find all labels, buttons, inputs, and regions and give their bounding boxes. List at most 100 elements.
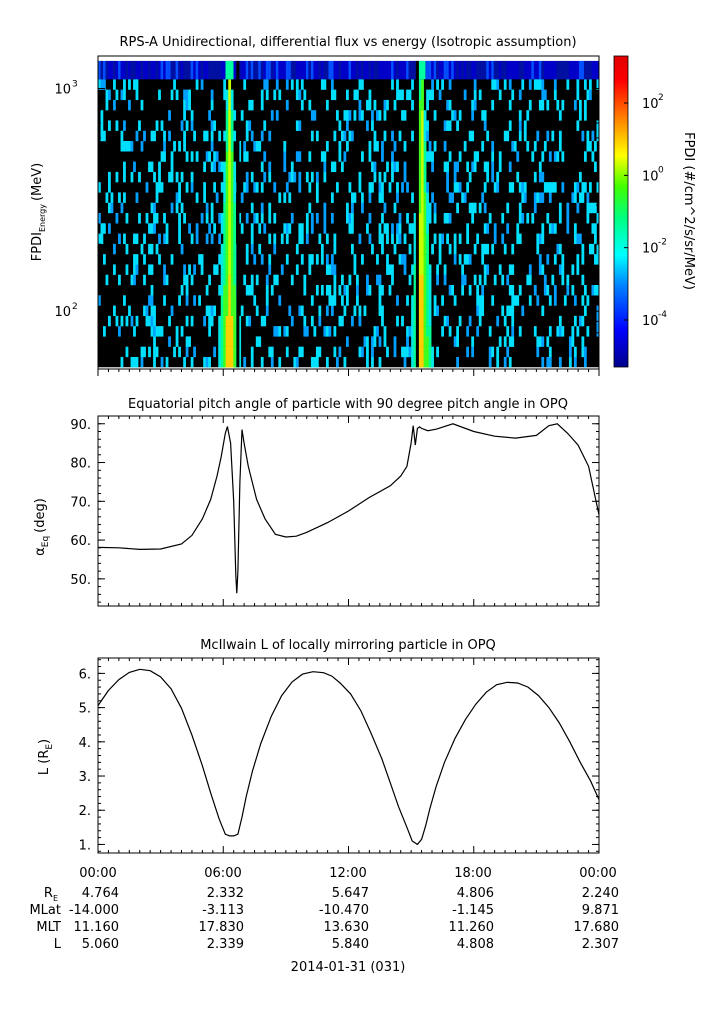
heatmap-cell	[233, 315, 237, 327]
y-tick-label: 70.	[70, 495, 91, 510]
heatmap-cell	[193, 264, 196, 275]
heatmap-cell	[391, 233, 394, 245]
heatmap-cell	[496, 315, 500, 327]
heatmap-cell	[113, 99, 116, 111]
heatmap-cell	[396, 233, 399, 245]
ephemeris-value: 2.339	[207, 937, 244, 952]
heatmap-cell	[488, 356, 492, 368]
heatmap-cell	[220, 326, 224, 337]
ephemeris-row-label: MLT	[36, 920, 61, 935]
heatmap-cell	[140, 243, 144, 255]
heatmap-cell	[403, 254, 407, 265]
heatmap-cell	[586, 326, 590, 337]
heatmap-cell	[223, 305, 227, 317]
heatmap-cell	[228, 141, 232, 152]
heatmap-cell	[541, 89, 545, 101]
heatmap-cell	[398, 213, 402, 224]
heatmap-cell	[258, 223, 262, 234]
heatmap-cell	[446, 99, 449, 111]
heatmap-cell	[245, 171, 249, 183]
heatmap-cell	[120, 315, 124, 327]
heatmap-cell	[150, 161, 154, 173]
heatmap-cell	[123, 79, 126, 90]
heatmap-cell	[371, 110, 374, 121]
heatmap-cell	[120, 356, 124, 368]
heatmap-cell	[113, 79, 116, 90]
heatmap-cell	[476, 295, 480, 306]
heatmap-strip-cell	[496, 60, 499, 80]
heatmap-cell	[230, 130, 234, 142]
heatmap-cell	[483, 161, 487, 173]
heatmap-cell	[223, 130, 227, 142]
heatmap-cell	[536, 346, 540, 358]
heatmap-cell	[353, 254, 357, 265]
heatmap-cell	[376, 274, 379, 286]
heatmap-cell	[396, 161, 399, 173]
heatmap-cell	[401, 254, 404, 265]
heatmap-cell	[546, 356, 550, 368]
heatmap-cell	[323, 171, 327, 183]
heatmap-cell	[543, 89, 547, 101]
heatmap-cell	[275, 274, 279, 286]
heatmap-cell	[576, 326, 580, 337]
heatmap-cell	[426, 305, 429, 317]
heatmap-cell	[318, 233, 322, 245]
heatmap-cell	[426, 151, 429, 162]
spectrogram-x-axis	[97, 369, 600, 376]
heatmap-cell	[130, 315, 134, 327]
heatmap-cell	[586, 213, 590, 224]
heatmap-cell	[230, 284, 234, 296]
ephemeris-value: 2.307	[582, 937, 619, 952]
heatmap-cell	[228, 243, 232, 255]
heatmap-cell	[253, 295, 257, 306]
heatmap-cell	[158, 233, 161, 245]
heatmap-cell	[406, 346, 409, 358]
heatmap-cell	[373, 130, 377, 142]
heatmap-cell	[223, 254, 227, 265]
heatmap-cell	[148, 264, 151, 275]
heatmap-cell	[323, 326, 327, 337]
heatmap-cell	[328, 284, 332, 296]
heatmap-cell	[285, 233, 289, 245]
heatmap-cell	[373, 171, 377, 183]
heatmap-cell	[401, 110, 404, 121]
heatmap-cell	[533, 284, 537, 296]
heatmap-cell	[315, 356, 319, 368]
heatmap-cell	[426, 295, 429, 306]
heatmap-cell	[188, 264, 191, 275]
heatmap-cell	[486, 171, 490, 183]
heatmap-cell	[371, 346, 374, 358]
heatmap-cell	[348, 274, 352, 286]
heatmap-cell	[190, 120, 194, 131]
heatmap-cell	[581, 295, 585, 306]
heatmap-cell	[576, 120, 580, 131]
heatmap-cell	[315, 171, 319, 183]
heatmap-strip-cell	[178, 60, 181, 80]
heatmap-cell	[571, 192, 575, 203]
heatmap-cell	[148, 346, 151, 358]
heatmap-cell	[461, 264, 465, 275]
heatmap-cell	[403, 356, 407, 368]
heatmap-cell	[353, 110, 357, 121]
heatmap-cell	[175, 336, 179, 347]
y-tick-label: 2.	[79, 804, 91, 819]
heatmap-cell	[333, 89, 337, 101]
heatmap-cell	[138, 171, 141, 183]
heatmap-cell	[443, 274, 447, 286]
heatmap-cell	[421, 99, 424, 111]
heatmap-cell	[115, 171, 119, 183]
heatmap-cell	[283, 151, 287, 162]
heatmap-cell	[168, 110, 171, 121]
heatmap-cell	[496, 346, 500, 358]
heatmap-cell	[431, 151, 434, 162]
heatmap-cell	[213, 161, 217, 173]
heatmap-cell	[396, 295, 399, 306]
heatmap-cell	[426, 182, 429, 193]
heatmap-cell	[145, 182, 149, 193]
heatmap-cell	[263, 151, 267, 162]
heatmap-cell	[411, 264, 414, 275]
heatmap-strip-cell	[310, 60, 314, 80]
heatmap-strip-cell	[428, 60, 432, 80]
heatmap-cell	[443, 141, 447, 152]
heatmap-cell	[168, 315, 171, 327]
